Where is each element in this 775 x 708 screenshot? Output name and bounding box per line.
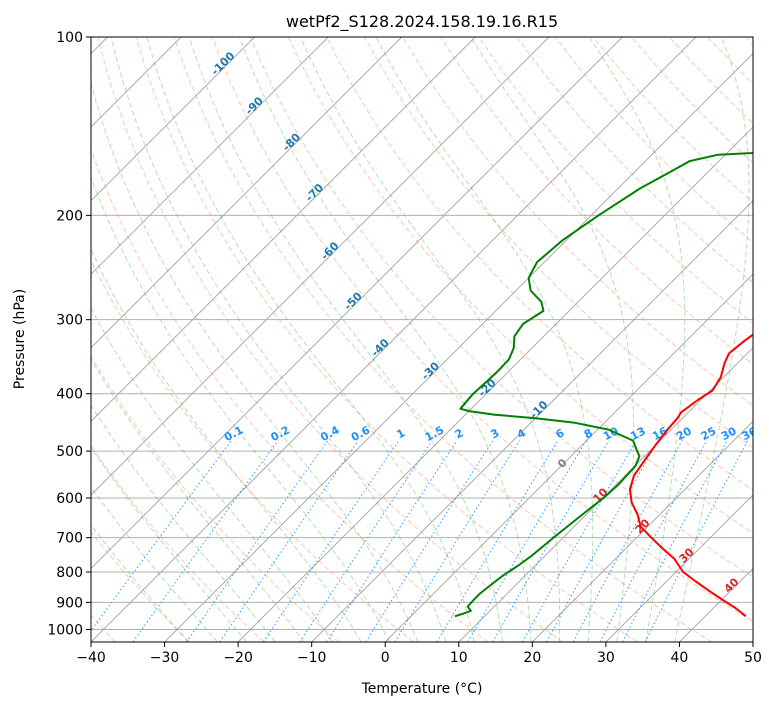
x-tick-label: 50 — [744, 650, 762, 666]
dry-adiabat — [173, 37, 713, 642]
y-tick-label: 200 — [56, 208, 83, 224]
y-tick-label: 700 — [56, 531, 83, 547]
moist-adiabat — [91, 248, 362, 642]
mixing-ratio-line — [467, 440, 587, 642]
mixing-ratio-line — [492, 440, 610, 642]
mixing-ratio-line — [132, 440, 279, 642]
x-tick-label: −40 — [76, 650, 106, 666]
x-tick-label: 20 — [523, 650, 541, 666]
dry-adiabat — [91, 445, 265, 642]
plot-background — [91, 37, 753, 642]
moist-adiabat — [674, 37, 750, 642]
y-tick-label: 300 — [56, 313, 83, 329]
y-tick-label: 600 — [56, 491, 83, 507]
mixing-ratio-line — [394, 440, 520, 642]
y-axis-ticks: 100 200 300 400 500 600 700 800 900 1000 — [47, 30, 91, 638]
temperature-profile — [628, 333, 753, 617]
moist-adiabat — [188, 37, 504, 642]
mixing-ratio-line — [365, 440, 494, 642]
y-tick-label: 1000 — [47, 622, 83, 638]
isotherm-line — [384, 273, 753, 642]
isotherm-line — [164, 52, 753, 642]
background-lines — [91, 37, 753, 642]
moist-adiabat — [146, 37, 475, 642]
dry-adiabat — [516, 37, 753, 284]
mixing-ratio-line — [299, 440, 433, 642]
mixing-ratio-line — [219, 440, 359, 642]
dry-adiabat — [326, 37, 753, 491]
x-tick-label: 0 — [381, 650, 390, 666]
mixing-ratio-label: 25 — [699, 424, 719, 443]
y-tick-label: 400 — [56, 387, 83, 403]
x-tick-label: −10 — [297, 650, 327, 666]
dry-adiabat — [211, 37, 753, 623]
mixing-ratio-line — [186, 440, 329, 642]
moist-adiabat — [238, 37, 532, 642]
x-tick-label: 10 — [450, 650, 468, 666]
dry-adiabat — [249, 37, 753, 578]
isotherm-line — [91, 37, 550, 496]
mixing-ratio-line — [263, 440, 400, 642]
chart-title: wetPf2_S128.2024.158.19.16.R15 — [286, 12, 558, 32]
mixing-ratio-label: 16 — [650, 424, 670, 443]
isotherm-line — [91, 37, 476, 423]
moist-adiabat — [375, 37, 594, 642]
isotherm-line — [752, 641, 753, 642]
isotherm-line — [91, 37, 623, 570]
isotherm-line — [91, 37, 697, 642]
moist-adiabat — [91, 176, 390, 642]
x-tick-label: −20 — [223, 650, 253, 666]
dewpoint-profile — [454, 152, 753, 618]
moist-adiabat — [588, 37, 686, 642]
y-axis-label: Pressure (hPa) — [12, 289, 28, 389]
mixing-ratio-line — [644, 440, 749, 642]
x-tick-label: −30 — [150, 650, 180, 666]
y-tick-label: 900 — [56, 595, 83, 611]
dry-adiabat — [97, 37, 563, 642]
moist-adiabat — [91, 404, 276, 642]
dry-adiabat — [91, 258, 414, 642]
isotherm-line — [458, 347, 753, 642]
x-axis-ticks: −40 −30 −20 −10 0 10 20 30 40 50 — [76, 642, 762, 666]
moist-adiabat — [91, 307, 334, 642]
moist-adiabat — [300, 37, 561, 642]
mixing-ratio-label: 30 — [719, 424, 739, 443]
moist-adiabat — [91, 358, 305, 642]
isotherm-line — [91, 37, 256, 202]
mixing-ratio-line — [91, 440, 232, 632]
dry-adiabat — [135, 37, 638, 642]
dry-adiabat — [91, 531, 191, 642]
moist-adiabat — [91, 446, 247, 642]
mixing-ratio-line — [522, 440, 637, 642]
isotherm-line — [91, 37, 403, 349]
mixing-ratio-line — [326, 440, 458, 642]
y-tick-label: 500 — [56, 444, 83, 460]
mixing-ratio-line — [546, 440, 659, 642]
dry-adiabat — [478, 37, 753, 324]
dry-adiabat — [91, 355, 340, 642]
plot-frame — [90, 36, 754, 643]
mixing-ratio-label: 20 — [674, 424, 694, 443]
x-tick-label: 40 — [671, 650, 689, 666]
x-axis-label: Temperature (°C) — [361, 681, 483, 697]
mixing-ratio-line — [436, 440, 559, 642]
y-tick-label: 800 — [56, 565, 83, 581]
x-tick-label: 30 — [597, 650, 615, 666]
isotherm-line — [531, 420, 753, 642]
isotherm-line — [91, 37, 329, 275]
dry-adiabat — [91, 148, 489, 642]
isotherm-line — [237, 126, 753, 642]
profiles — [454, 152, 753, 618]
mixing-ratio-line — [572, 440, 683, 642]
mixing-ratio-label: 13 — [628, 424, 648, 443]
moist-adiabat — [110, 37, 447, 642]
mixing-ratio-label: 36 — [740, 424, 760, 443]
isotherm-line — [605, 494, 753, 642]
isotherm-line — [311, 199, 753, 642]
dry-adiabat — [402, 37, 753, 407]
y-tick-label: 100 — [56, 30, 83, 46]
